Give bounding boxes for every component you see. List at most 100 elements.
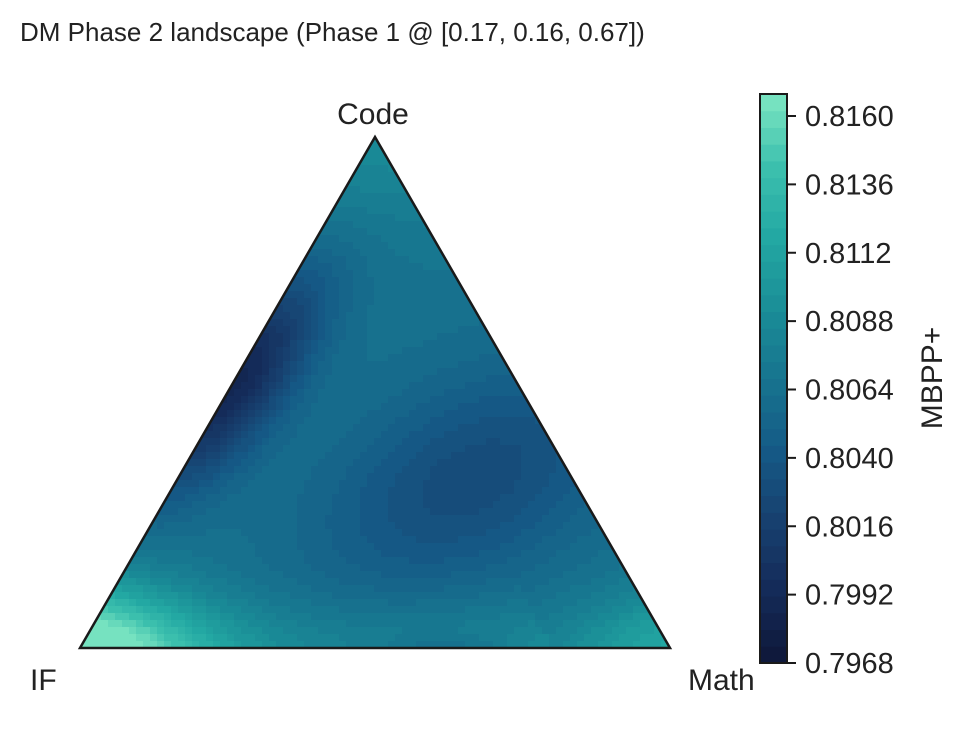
- contour-cell: [451, 319, 459, 327]
- contour-cell: [381, 578, 389, 586]
- contour-cell: [444, 487, 452, 495]
- contour-cell: [192, 487, 200, 495]
- contour-cell: [423, 627, 431, 635]
- contour-cell: [318, 431, 326, 439]
- contour-cell: [451, 655, 459, 663]
- contour-cell: [528, 655, 536, 663]
- contour-cell: [535, 529, 543, 537]
- contour-cell: [241, 515, 249, 523]
- contour-cell: [444, 403, 452, 411]
- contour-cell: [248, 501, 256, 509]
- contour-cell: [423, 333, 431, 341]
- contour-cell: [164, 571, 172, 579]
- contour-cell: [325, 564, 333, 572]
- contour-cell: [255, 459, 263, 467]
- contour-cell: [367, 487, 375, 495]
- contour-cell: [486, 557, 494, 565]
- contour-cell: [276, 599, 284, 607]
- contour-cell: [563, 445, 571, 453]
- contour-cell: [353, 571, 361, 579]
- contour-cell: [94, 585, 102, 593]
- contour-cell: [248, 634, 256, 642]
- contour-cell: [472, 571, 480, 579]
- contour-cell: [451, 557, 459, 565]
- contour-cell: [437, 564, 445, 572]
- contour-cell: [213, 613, 221, 621]
- contour-cell: [346, 354, 354, 362]
- contour-cell: [227, 550, 235, 558]
- colorbar-band: [760, 211, 787, 229]
- contour-cell: [360, 291, 368, 299]
- contour-cell: [395, 403, 403, 411]
- contour-cell: [325, 536, 333, 544]
- colorbar-band: [760, 395, 787, 413]
- contour-cell: [437, 228, 445, 236]
- contour-cell: [423, 522, 431, 530]
- contour-cell: [283, 564, 291, 572]
- contour-cell: [507, 438, 515, 446]
- contour-cell: [248, 403, 256, 411]
- contour-cell: [164, 536, 172, 544]
- contour-cell: [374, 228, 382, 236]
- contour-cell: [563, 564, 571, 572]
- contour-cell: [598, 543, 606, 551]
- contour-cell: [227, 627, 235, 635]
- contour-cell: [283, 494, 291, 502]
- contour-cell: [297, 445, 305, 453]
- contour-cell: [556, 536, 564, 544]
- contour-cell: [248, 655, 256, 663]
- contour-cell: [220, 599, 228, 607]
- contour-cell: [283, 613, 291, 621]
- contour-cell: [479, 473, 487, 481]
- contour-cell: [619, 641, 627, 648]
- contour-cell: [374, 396, 382, 404]
- contour-cell: [402, 571, 410, 579]
- contour-cell: [325, 424, 333, 432]
- contour-cell: [633, 571, 641, 579]
- contour-cell: [374, 487, 382, 495]
- contour-cell: [290, 277, 298, 285]
- contour-cell: [430, 445, 438, 453]
- contour-cell: [353, 557, 361, 565]
- contour-cell: [507, 473, 515, 481]
- contour-cell: [465, 487, 473, 495]
- contour-cell: [563, 613, 571, 621]
- contour-cell: [521, 557, 529, 565]
- contour-cell: [213, 599, 221, 607]
- contour-cell: [199, 634, 207, 642]
- contour-cell: [458, 340, 466, 348]
- contour-cell: [360, 137, 368, 145]
- contour-cell: [409, 606, 417, 614]
- contour-cell: [402, 515, 410, 523]
- contour-cell: [612, 655, 620, 663]
- contour-cell: [402, 487, 410, 495]
- contour-cell: [500, 550, 508, 558]
- contour-cell: [409, 382, 417, 390]
- contour-cell: [472, 592, 480, 600]
- contour-cell: [339, 249, 347, 257]
- contour-cell: [150, 592, 158, 600]
- contour-cell: [360, 340, 368, 348]
- contour-cell: [297, 543, 305, 551]
- contour-cell: [395, 550, 403, 558]
- contour-cell: [332, 256, 340, 264]
- contour-cell: [192, 641, 200, 648]
- contour-cell: [458, 571, 466, 579]
- contour-cell: [129, 564, 137, 572]
- contour-cell: [283, 298, 291, 306]
- contour-cell: [157, 634, 165, 642]
- contour-cell: [458, 319, 466, 327]
- contour-cell: [276, 340, 284, 348]
- colorbar-band: [760, 160, 787, 179]
- contour-cell: [605, 606, 613, 614]
- contour-cell: [248, 592, 256, 600]
- contour-cell: [479, 298, 487, 306]
- contour-cell: [514, 389, 522, 397]
- contour-cell: [360, 256, 368, 264]
- contour-cell: [549, 641, 557, 648]
- contour-cell: [423, 277, 431, 285]
- contour-cell: [430, 557, 438, 565]
- contour-cell: [423, 571, 431, 579]
- contour-cell: [171, 522, 179, 530]
- contour-cell: [640, 613, 648, 621]
